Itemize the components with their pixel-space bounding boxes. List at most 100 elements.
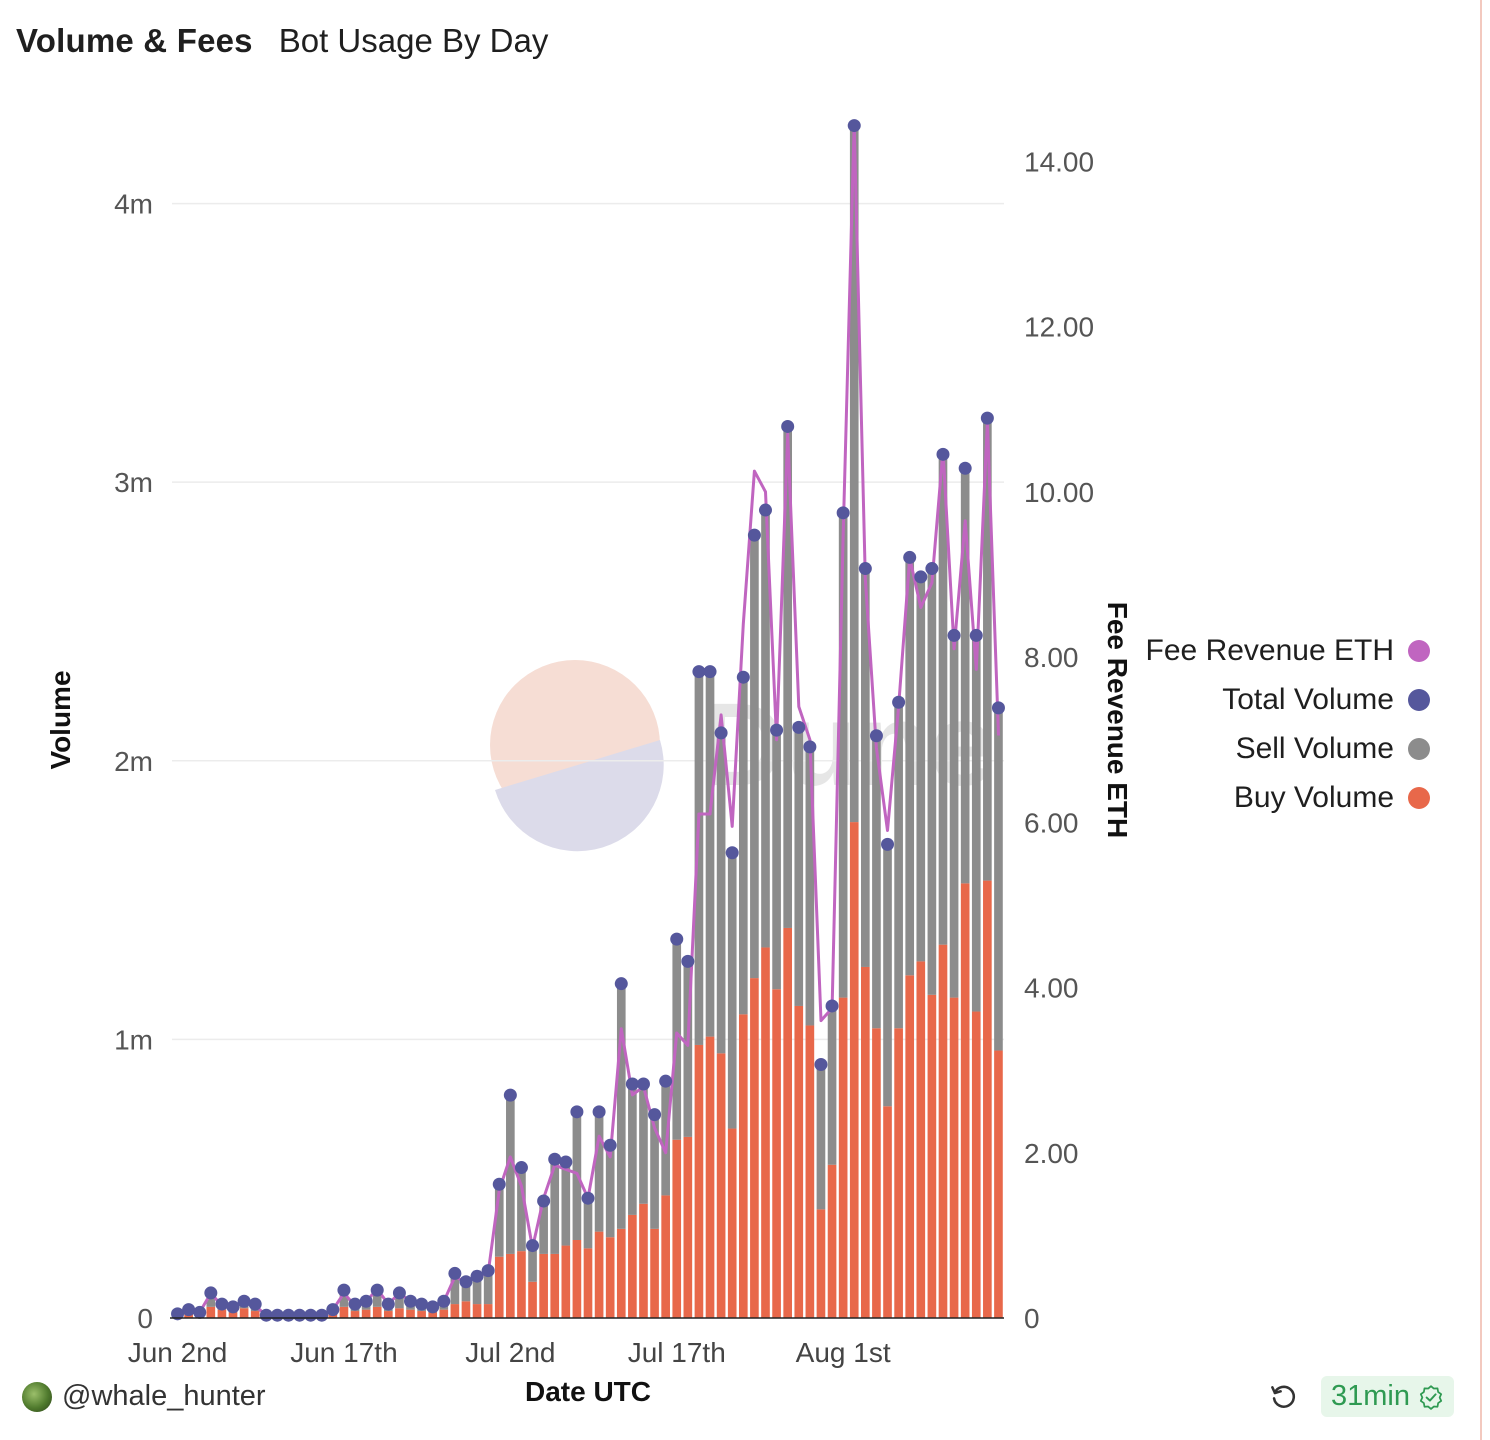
legend-buy[interactable]: Buy Volume — [1130, 773, 1430, 822]
total-volume-point — [659, 1074, 673, 1088]
total-volume-point — [559, 1155, 573, 1169]
buy-volume-bar — [528, 1281, 537, 1318]
refresh-badge[interactable]: 31min — [1321, 1376, 1454, 1417]
y2-tick-label: 8.00 — [1024, 642, 1079, 673]
sell-volume-bar — [694, 671, 704, 1045]
total-volume-point — [736, 670, 750, 684]
legend-label: Sell Volume — [1235, 731, 1394, 765]
sell-volume-bar — [461, 1281, 471, 1302]
total-volume-point — [459, 1275, 473, 1289]
buy-volume-bar — [350, 1311, 360, 1318]
total-volume-point — [825, 999, 839, 1013]
total-volume-point — [625, 1077, 639, 1091]
total-volume-point — [270, 1308, 284, 1322]
sell-volume-bar — [960, 468, 970, 884]
buy-volume-bar — [628, 1214, 637, 1318]
x-axis-title: Date UTC — [525, 1376, 651, 1407]
buy-volume-bar — [838, 997, 848, 1318]
x-tick-label: Jul 2nd — [465, 1337, 555, 1368]
buy-volume-bar — [827, 1164, 837, 1318]
refresh-icon[interactable] — [1267, 1380, 1301, 1414]
buy-volume-bar — [594, 1231, 604, 1318]
buy-volume-bar — [506, 1253, 515, 1318]
y2-tick-label: 2.00 — [1024, 1138, 1079, 1169]
y2-tick-label: 10.00 — [1024, 477, 1094, 508]
sell-volume-bar — [594, 1111, 604, 1232]
total-volume-point — [869, 729, 883, 743]
buy-volume-bar — [583, 1248, 593, 1318]
buy-volume-bar — [971, 1011, 981, 1318]
buy-volume-bar — [361, 1309, 371, 1318]
total-volume-point — [182, 1303, 196, 1317]
total-volume-point — [614, 977, 628, 991]
total-volume-point — [171, 1307, 185, 1321]
total-volume-point — [337, 1283, 351, 1297]
panel-border — [1480, 0, 1482, 1440]
total-volume-point — [792, 720, 806, 734]
total-volume-point — [248, 1297, 262, 1311]
total-volume-point — [259, 1308, 273, 1322]
y-tick-label: 2m — [114, 746, 153, 777]
y-tick-label: 1m — [114, 1024, 153, 1055]
sell-volume-bar — [849, 125, 859, 823]
axes: 0 1m 2m 3m 4m 0 2.00 4.00 6.00 8.00 10.00 12.00 14.0… — [45, 146, 1133, 1407]
total-volume-point — [370, 1283, 384, 1297]
total-volume-point — [991, 701, 1005, 715]
total-volume-point — [426, 1300, 440, 1314]
sell-volume-bar — [639, 1083, 648, 1204]
sell-volume-bar — [372, 1290, 382, 1307]
total-volume-point — [969, 628, 983, 642]
chart-header: Volume & Fees Bot Usage By Day — [16, 22, 548, 60]
refresh-status: 31min — [1267, 1376, 1454, 1417]
sell-volume-bar — [494, 1184, 504, 1257]
total-volume-point — [326, 1303, 340, 1317]
sell-volume-bar — [861, 568, 870, 967]
total-volume-point — [537, 1194, 551, 1208]
buy-volume-bar — [694, 1044, 704, 1318]
buy-volume-bar — [550, 1253, 560, 1318]
total-volume-point — [448, 1266, 462, 1280]
sell-volume-bar — [816, 1064, 826, 1210]
y2-axis-title: Fee Revenue ETH — [1102, 602, 1133, 839]
y2-tick-label: 0 — [1024, 1303, 1040, 1334]
sell-volume-bar — [683, 961, 693, 1137]
total-volume-point — [814, 1057, 828, 1071]
sell-volume-bar — [517, 1167, 526, 1252]
buy-volume-bar — [372, 1306, 382, 1318]
legend-fee[interactable]: Fee Revenue ETH — [1130, 626, 1430, 675]
legend-sell[interactable]: Sell Volume — [1130, 724, 1430, 773]
author[interactable]: @whale_hunter — [22, 1380, 266, 1413]
sell-volume-bar — [971, 635, 981, 1012]
total-volume-point — [381, 1297, 395, 1311]
verified-check-icon — [1419, 1384, 1443, 1410]
sell-volume-bar — [927, 568, 937, 995]
buy-volume-bar — [639, 1203, 648, 1318]
sell-volume-bar — [883, 844, 892, 1107]
buy-volume-bar — [650, 1228, 659, 1318]
legend-label: Buy Volume — [1233, 780, 1394, 814]
buy-volume-bar — [605, 1237, 615, 1318]
buy-volume-bar — [894, 1028, 903, 1318]
x-tick-label: Jun 2nd — [128, 1337, 228, 1368]
total-volume-point — [359, 1294, 373, 1308]
buy-volume-bar — [494, 1256, 504, 1318]
buy-volume-bar — [616, 1228, 626, 1318]
sell-volume-bar — [750, 535, 759, 979]
avatar — [22, 1381, 52, 1412]
x-tick-label: Jul 17th — [628, 1337, 726, 1368]
legend-dot — [1408, 737, 1430, 760]
total-volume-point — [758, 503, 772, 517]
buy-volume-bar — [872, 1028, 881, 1318]
buy-volume-bar — [661, 1195, 670, 1318]
sell-volume-bar — [583, 1198, 593, 1249]
sell-volume-bar — [472, 1276, 482, 1305]
total-volume-point — [548, 1152, 562, 1166]
sell-volume-bar — [905, 557, 915, 976]
sell-volume-bar — [827, 1005, 837, 1165]
total-volume-point — [692, 665, 706, 679]
buy-volume-bar — [794, 1005, 804, 1318]
sell-volume-bar — [395, 1292, 404, 1309]
legend-total[interactable]: Total Volume — [1130, 675, 1430, 724]
total-volume-point — [226, 1300, 240, 1314]
total-volume-point — [803, 740, 817, 754]
